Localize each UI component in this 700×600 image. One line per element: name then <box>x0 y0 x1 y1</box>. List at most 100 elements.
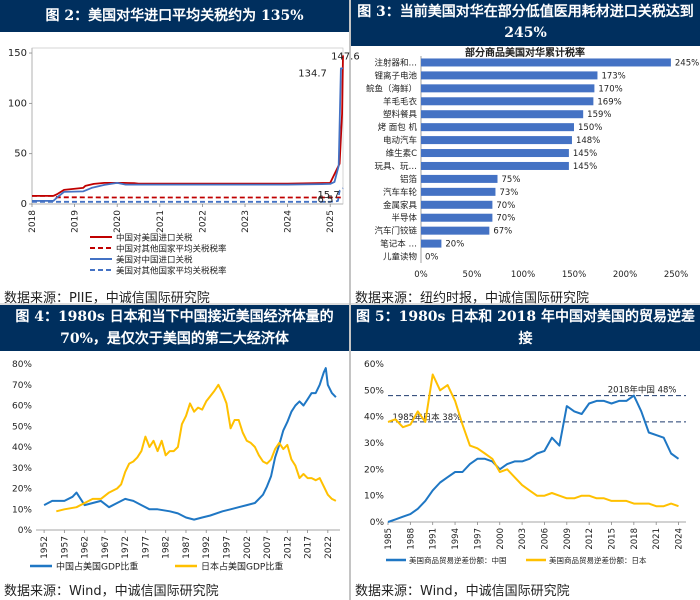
p4-x-tick-label: 2015 <box>608 528 618 550</box>
p2-bar <box>421 123 574 132</box>
p4-x-tick-label: 1991 <box>429 528 439 550</box>
panel3-source: 数据来源：Wind，中诚信国际研究院 <box>4 584 219 599</box>
p3-y-tick-label: 50% <box>12 422 32 432</box>
p4-x-tick-label: 2009 <box>563 528 573 550</box>
p1-legend-label-3: 美国对其他国家平均关税税率 <box>116 266 227 277</box>
p3-legend-label-0: 中国占美国GDP比重 <box>56 561 138 573</box>
p3-y-tick-label: 80% <box>12 360 32 370</box>
p2-bar <box>421 84 595 93</box>
p4-reference-label-0: 2018年中国 48% <box>608 385 677 396</box>
p3-x-tick-label: 1992 <box>202 536 212 559</box>
p3-x-tick-label: 1997 <box>223 536 233 559</box>
p1-x-tick-label: 2024 <box>284 210 294 233</box>
p1-x-tick-label: 2018 <box>28 210 38 233</box>
panel3-title-line2: 70%，是仅次于美国的第二大经济体 <box>60 331 289 347</box>
p3-x-tick-label: 1972 <box>121 536 131 559</box>
p1-legend-label-2: 美国对中国进口关税 <box>116 255 193 266</box>
p4-x-tick-label: 2003 <box>518 528 528 550</box>
panel4-source: 数据来源：Wind，中诚信国际研究院 <box>355 584 570 599</box>
p4-y-tick-label: 50% <box>364 386 384 396</box>
p2-category-label: 汽车车轮 <box>383 187 418 198</box>
p3-x-tick-label: 1962 <box>81 536 91 559</box>
p1-annotation-6: 6.5 <box>317 194 333 205</box>
p1-annotation-147: 147.6 <box>331 51 360 62</box>
p1-x-tick-label: 2023 <box>241 210 251 233</box>
p3-x-tick-label: 2002 <box>243 536 253 559</box>
p2-value-label: 170% <box>598 84 622 94</box>
panel1-title: 图 2：美国对华进口平均关税约为 135% <box>0 0 349 32</box>
p2-bar <box>421 97 594 106</box>
p2-category-label: 鲩鱼（海鲜） <box>366 83 417 94</box>
p2-category-label: 锂离子电池 <box>374 70 417 81</box>
p1-legend-label-1: 中国对其他国家平均关税税率 <box>116 244 227 255</box>
panel1-source: 数据来源：PIIE，中诚信国际研究院 <box>4 291 210 306</box>
p2-x-tick-label: 100% <box>511 270 535 280</box>
p3-y-tick-label: 20% <box>12 485 32 495</box>
p2-value-label: 148% <box>576 136 600 146</box>
p2-category-label: 玩具、玩… <box>374 162 417 172</box>
panel2-title: 图 3：当前美国对华在部分低值医用耗材进口关税达到 245% <box>351 0 700 46</box>
p4-y-tick-label: 60% <box>364 360 384 370</box>
p2-value-label: 70% <box>496 214 515 224</box>
p3-y-tick-label: 40% <box>12 443 32 453</box>
p3-legend-label-1: 日本占美国GDP比重 <box>201 561 283 573</box>
p2-bar <box>421 161 569 170</box>
p1-series-line-2 <box>32 67 343 202</box>
p4-series-line-0 <box>387 394 680 523</box>
p2-bar <box>421 200 493 209</box>
p2-chart-title: 部分商品美国对华累计税率 <box>465 46 585 59</box>
p1-x-tick-label: 2020 <box>113 210 123 233</box>
panel4-title-line2: 近 50%，是美国贸易逆差的主要来源 <box>408 353 643 369</box>
p4-y-tick-label: 40% <box>364 413 384 423</box>
p3-x-tick-label: 1982 <box>162 536 172 559</box>
p2-value-label: 73% <box>499 188 518 198</box>
p2-category-label: 塑料餐具 <box>383 109 418 120</box>
p3-x-tick-label: 1977 <box>141 536 151 559</box>
p4-x-tick-label: 2012 <box>585 528 595 550</box>
p3-x-tick-label: 2007 <box>263 536 273 559</box>
p2-x-tick-label: 200% <box>613 270 637 280</box>
p2-x-tick-label: 50% <box>463 270 482 280</box>
p4-x-tick-label: 1994 <box>451 528 461 550</box>
p2-category-label: 金属家具 <box>383 200 418 211</box>
p3-y-tick-label: 70% <box>12 381 32 391</box>
p1-x-tick-label: 2021 <box>156 210 166 233</box>
p3-y-tick-label: 0% <box>18 526 33 536</box>
p3-series-line-0 <box>43 367 337 521</box>
p2-bar <box>421 58 671 67</box>
p2-value-label: 169% <box>597 97 621 107</box>
p4-y-tick-label: 20% <box>364 465 384 475</box>
p2-value-label: 159% <box>587 110 611 120</box>
p4-x-tick-label: 1997 <box>473 528 483 550</box>
p2-value-label: 67% <box>493 227 512 237</box>
p2-bar <box>421 187 496 196</box>
p3-y-tick-label: 30% <box>12 464 32 474</box>
p2-bar <box>421 110 584 119</box>
p2-value-label: 245% <box>675 58 699 68</box>
p4-series-line-1 <box>387 373 679 508</box>
p4-y-tick-label: 0% <box>370 518 385 528</box>
p2-bar <box>421 226 490 235</box>
p2-category-label: 半导体 <box>391 213 417 224</box>
p1-plot-frame <box>31 47 344 205</box>
p2-value-label: 145% <box>573 162 597 172</box>
p1-series-line-3 <box>32 187 344 203</box>
panel4-title: 图 5：1980s 日本和 2018 年中国对美国的贸易逆差接 近 50%，是美… <box>351 305 700 369</box>
p2-bar <box>421 213 493 222</box>
p4-x-tick-label: 1985 <box>384 528 394 550</box>
p2-value-label: 150% <box>578 123 602 133</box>
p1-y-tick-label: 150 <box>8 48 27 59</box>
p3-x-tick-label: 2017 <box>304 536 314 559</box>
p2-category-label: 电动汽车 <box>383 135 417 146</box>
p2-value-label: 145% <box>573 149 597 159</box>
p4-x-tick-label: 2006 <box>540 528 550 550</box>
p2-value-label: 20% <box>445 240 464 250</box>
p3-x-tick-label: 2012 <box>283 536 293 559</box>
p2-category-label: 笔记本 … <box>380 239 417 250</box>
panel3-title-line1: 图 4：1980s 日本和当下中国接近美国经济体量的 <box>15 309 334 325</box>
p3-x-tick-label: 1952 <box>40 536 50 559</box>
p2-value-label: 0% <box>425 253 439 263</box>
p4-x-tick-label: 2024 <box>675 528 685 550</box>
